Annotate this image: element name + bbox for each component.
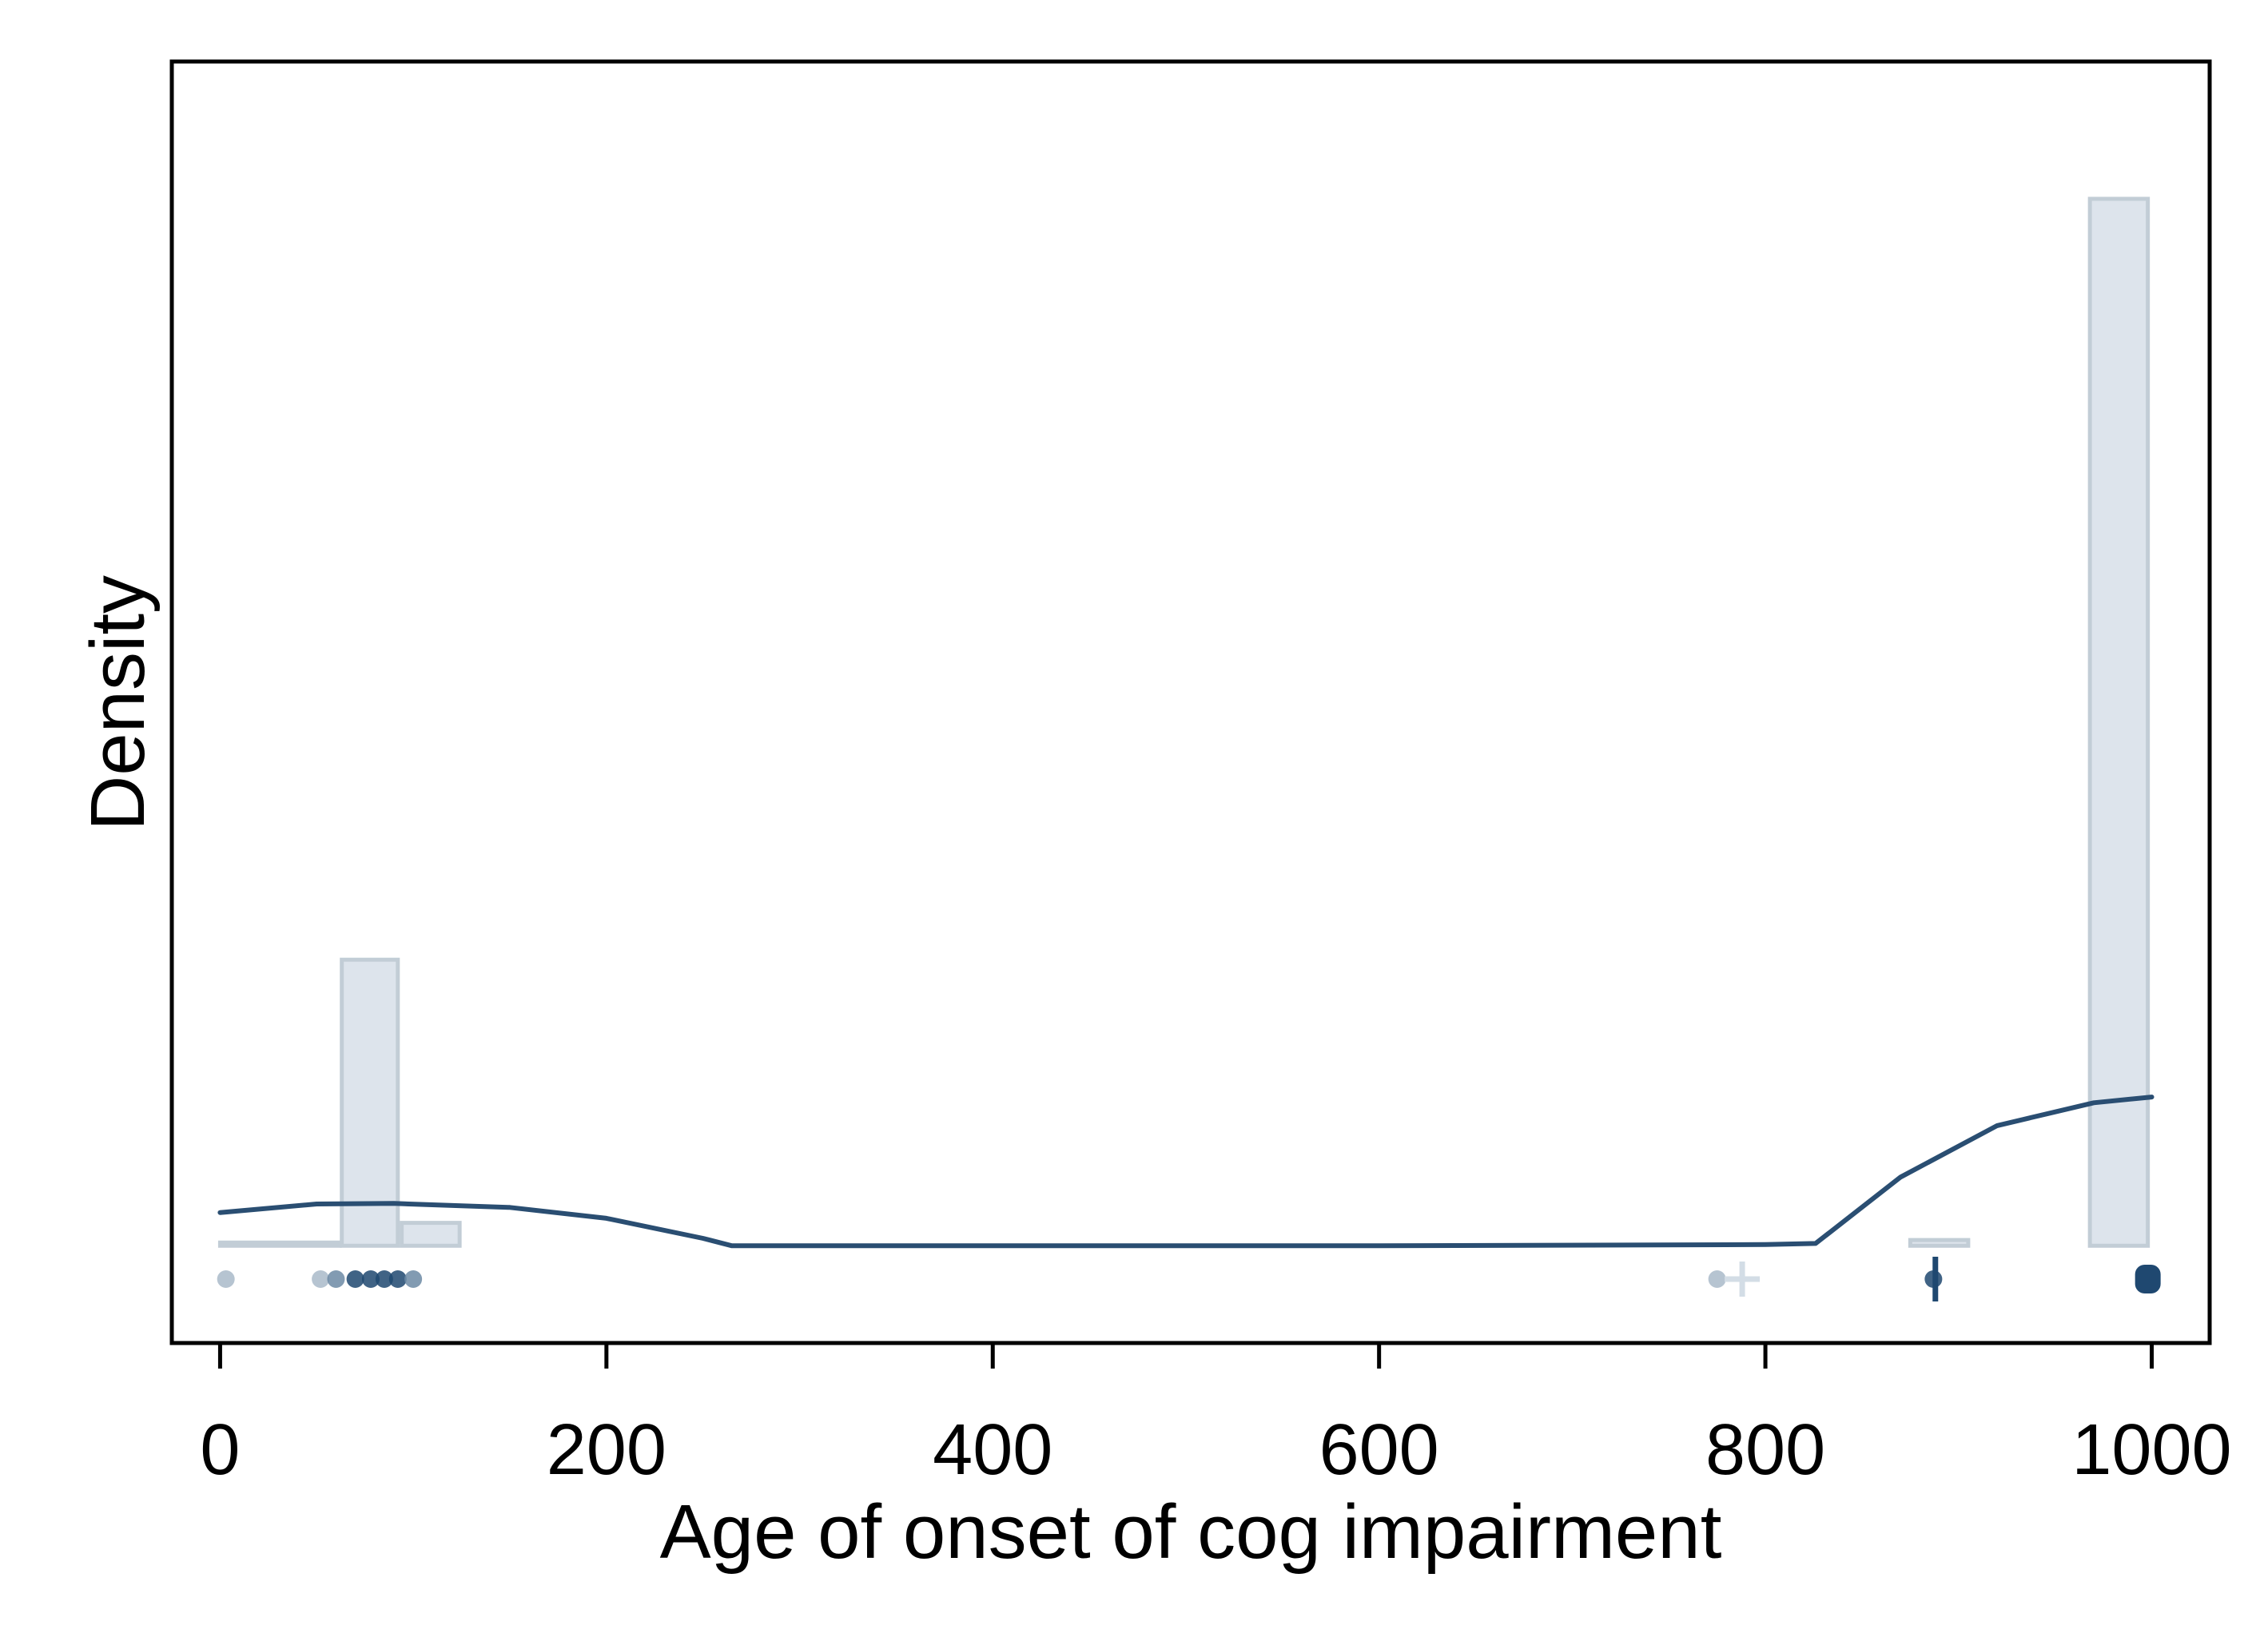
histogram-bar-0 <box>217 1240 342 1248</box>
observation-marker-12 <box>2135 1265 2161 1293</box>
x-tick-label-3: 600 <box>1319 1410 1439 1490</box>
observation-marker-0 <box>217 1270 235 1288</box>
x-axis-ticks: 0 200 400 600 800 1000 <box>200 1343 2232 1490</box>
x-tick-label-5: 1000 <box>2071 1410 2231 1490</box>
observation-marker-1 <box>312 1270 330 1288</box>
x-axis-title: Age of onset of cog impairment <box>660 1489 1722 1575</box>
x-tick-label-4: 800 <box>1705 1410 1825 1490</box>
plot-frame <box>169 59 2212 1345</box>
observation-marker-3 <box>346 1270 364 1288</box>
x-tick-label-2: 400 <box>933 1410 1052 1490</box>
histogram-bar-4 <box>2087 197 2151 1248</box>
observation-marker-7 <box>404 1270 423 1288</box>
density-curve-layer <box>217 1095 2155 1249</box>
observation-marker-5 <box>375 1270 393 1288</box>
x-tick-label-1: 200 <box>547 1410 666 1490</box>
observation-marker-6 <box>388 1270 407 1288</box>
observation-marker-2 <box>327 1270 345 1288</box>
observation-marker-9 <box>1725 1262 1761 1297</box>
x-tick-label-0: 0 <box>200 1410 240 1490</box>
observation-markers <box>217 1257 2161 1301</box>
histogram-bars <box>217 197 2151 1248</box>
density-curve <box>217 1095 2155 1249</box>
histogram-bar-3 <box>1908 1238 1971 1248</box>
observation-marker-8 <box>1708 1270 1726 1288</box>
observation-marker-4 <box>361 1270 380 1288</box>
histogram-bar-1 <box>340 957 400 1248</box>
y-axis-title: Density <box>75 575 161 831</box>
histogram-bar-2 <box>400 1221 462 1248</box>
